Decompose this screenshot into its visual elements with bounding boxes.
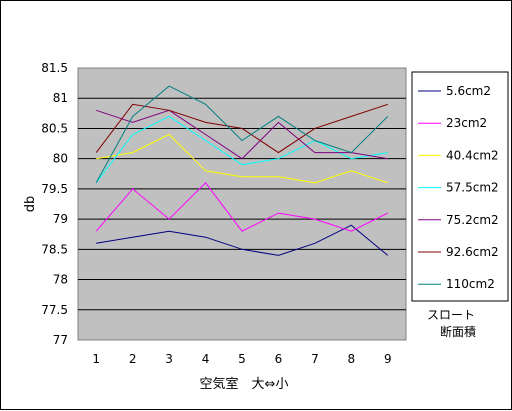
legend-entry: 110cm2 — [446, 277, 495, 291]
x-tick-label: 6 — [275, 352, 283, 366]
legend-entry: 40.4cm2 — [446, 148, 499, 162]
legend: 5.6cm2 23cm2 40.4cm2 57.5cm2 75.2cm2 92.6cm2 1… — [418, 84, 499, 291]
legend-entry: 5.6cm2 — [446, 84, 491, 98]
x-tick-label: 4 — [202, 352, 210, 366]
series-line-2 — [95, 182, 389, 232]
x-tick-label: 1 — [92, 352, 100, 366]
y-tick-label: 80.5 — [41, 121, 68, 135]
legend-entry: 57.5cm2 — [446, 181, 499, 195]
y-tick-label: 78 — [53, 273, 68, 287]
y-tick-label: 78.5 — [41, 242, 68, 256]
x-tick-label: 9 — [384, 352, 392, 366]
y-tick-label: 79 — [53, 212, 68, 226]
legend-entry: 75.2cm2 — [446, 213, 499, 227]
series-line-3 — [96, 133, 388, 184]
y-tick-label: 80 — [53, 152, 68, 166]
legend-box — [411, 71, 509, 302]
y-tick-label: 77.5 — [41, 303, 68, 317]
y-tick-label: 81.5 — [41, 61, 68, 75]
series-line-5 — [96, 109, 388, 160]
x-axis-title: 空気室 大⇔小 — [200, 376, 289, 392]
x-axis-ticks: 1 2 3 4 5 6 7 8 9 — [92, 352, 391, 366]
plot-area — [77, 67, 407, 341]
y-tick-label: 79.5 — [41, 182, 68, 196]
legend-entry: 92.6cm2 — [446, 245, 499, 259]
x-tick-label: 2 — [129, 352, 137, 366]
series-lines — [95, 85, 389, 256]
x-tick-label: 7 — [311, 352, 319, 366]
legend-caption-line-1: スロート — [427, 308, 475, 322]
y-axis-title: db — [23, 196, 38, 213]
x-tick-label: 8 — [348, 352, 356, 366]
series-line-1 — [96, 224, 389, 256]
legend-entry: 23cm2 — [446, 116, 487, 130]
y-tick-label: 81 — [53, 91, 68, 105]
y-tick-label: 77 — [53, 333, 68, 347]
x-tick-label: 5 — [238, 352, 246, 366]
y-axis-ticks: 77 77.5 78 78.5 79 79.5 80 80.5 81 81.5 — [41, 61, 68, 347]
legend-caption-line-2: 断面積 — [440, 324, 476, 339]
x-tick-label: 3 — [165, 352, 173, 366]
series-line-7 — [95, 85, 389, 184]
